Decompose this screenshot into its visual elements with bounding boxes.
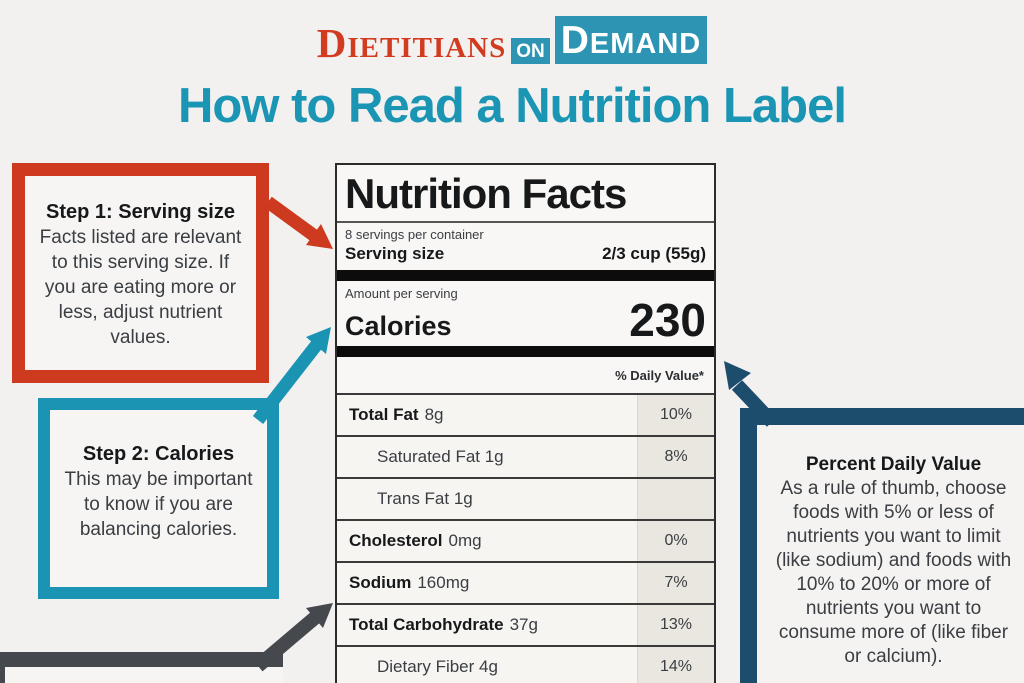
nutrient-row-cholesterol: Cholesterol 0mg 0% (337, 519, 714, 562)
nutrient-name: Sodium 160mg (349, 573, 470, 593)
callout-step2-body: This may be important to know if you are… (64, 469, 253, 540)
callout-step2-calories: Step 2: Calories This may be important t… (38, 398, 279, 599)
nutrient-name: Total Carbohydrate 37g (349, 615, 538, 635)
serving-size-value: 2/3 cup (55g) (602, 244, 706, 264)
serving-size-label: Serving size (345, 244, 445, 264)
callout-step2-heading: Step 2: Calories (82, 443, 235, 465)
brand-logo-demand: DEMAND (554, 16, 708, 64)
nutrient-daily-value: 8% (637, 437, 714, 478)
callout-step1-serving-size: Step 1: Serving size Facts listed are re… (12, 163, 269, 383)
serving-section: 8 servings per container Serving size 2/… (337, 223, 714, 270)
nutrition-facts-label: Nutrition Facts 8 servings per container… (335, 163, 716, 683)
brand-logo-on: ON (511, 38, 550, 64)
nutrient-row-total-fat: Total Fat 8g 10% (337, 393, 714, 436)
amount-per-serving: Amount per serving (345, 286, 458, 302)
nutrient-name: Cholesterol 0mg (349, 531, 482, 551)
nutrient-daily-value: 13% (637, 605, 714, 646)
nutrient-row-sodium: Sodium 160mg 7% (337, 561, 714, 604)
nutrient-row-trans-fat: Trans Fat 1g (337, 477, 714, 520)
callout-percent-daily-value: Percent Daily Value As a rule of thumb, … (740, 408, 1024, 683)
nutrient-row-saturated-fat: Saturated Fat 1g 8% (337, 435, 714, 478)
nutrient-name: Total Fat 8g (349, 405, 444, 425)
calories-value: 230 (629, 294, 706, 347)
thick-divider (337, 346, 714, 358)
callout-step1-heading: Step 1: Serving size (46, 201, 235, 223)
callout-step3-partial (0, 652, 283, 683)
page-title: How to Read a Nutrition Label (178, 79, 847, 133)
calories-section: Amount per serving Calories 230 (337, 281, 714, 346)
nutrient-row-total-carbohydrate: Total Carbohydrate 37g 13% (337, 603, 714, 646)
daily-value-header: % Daily Value* (615, 367, 704, 383)
nutrient-daily-value (637, 479, 714, 520)
nutrient-name: Dietary Fiber 4g (377, 657, 498, 677)
nutrient-row-dietary-fiber: Dietary Fiber 4g 14% (337, 645, 714, 683)
thick-divider (337, 270, 714, 282)
nutrient-daily-value: 14% (637, 647, 714, 683)
callout-pdv-body: As a rule of thumb, choose foods with 5%… (775, 478, 1012, 667)
nutrient-name: Saturated Fat 1g (377, 447, 504, 467)
calories-label: Calories (345, 311, 452, 342)
callout-pdv-heading: Percent Daily Value (805, 454, 982, 475)
brand-logo: DIETITIANS ON DEMAND (0, 16, 1024, 64)
nutrition-facts-title: Nutrition Facts (337, 165, 714, 224)
callout-step1-body: Facts listed are relevant to this servin… (39, 227, 242, 348)
nutrient-name: Trans Fat 1g (377, 489, 473, 509)
servings-per-container: 8 servings per container (345, 227, 484, 243)
red-arrow-icon (264, 196, 333, 249)
brand-logo-dietitians: DIETITIANS (316, 20, 507, 66)
nutrient-daily-value: 10% (637, 395, 714, 436)
nutrient-daily-value: 7% (637, 563, 714, 604)
nutrient-daily-value: 0% (637, 521, 714, 562)
